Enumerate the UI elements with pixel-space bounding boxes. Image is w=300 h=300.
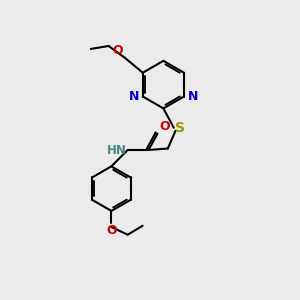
Text: N: N (188, 90, 198, 103)
Text: O: O (106, 224, 117, 237)
Text: HN: HN (106, 143, 127, 157)
Text: S: S (175, 121, 185, 135)
Text: N: N (129, 90, 139, 103)
Text: O: O (159, 120, 170, 133)
Text: O: O (113, 44, 124, 57)
